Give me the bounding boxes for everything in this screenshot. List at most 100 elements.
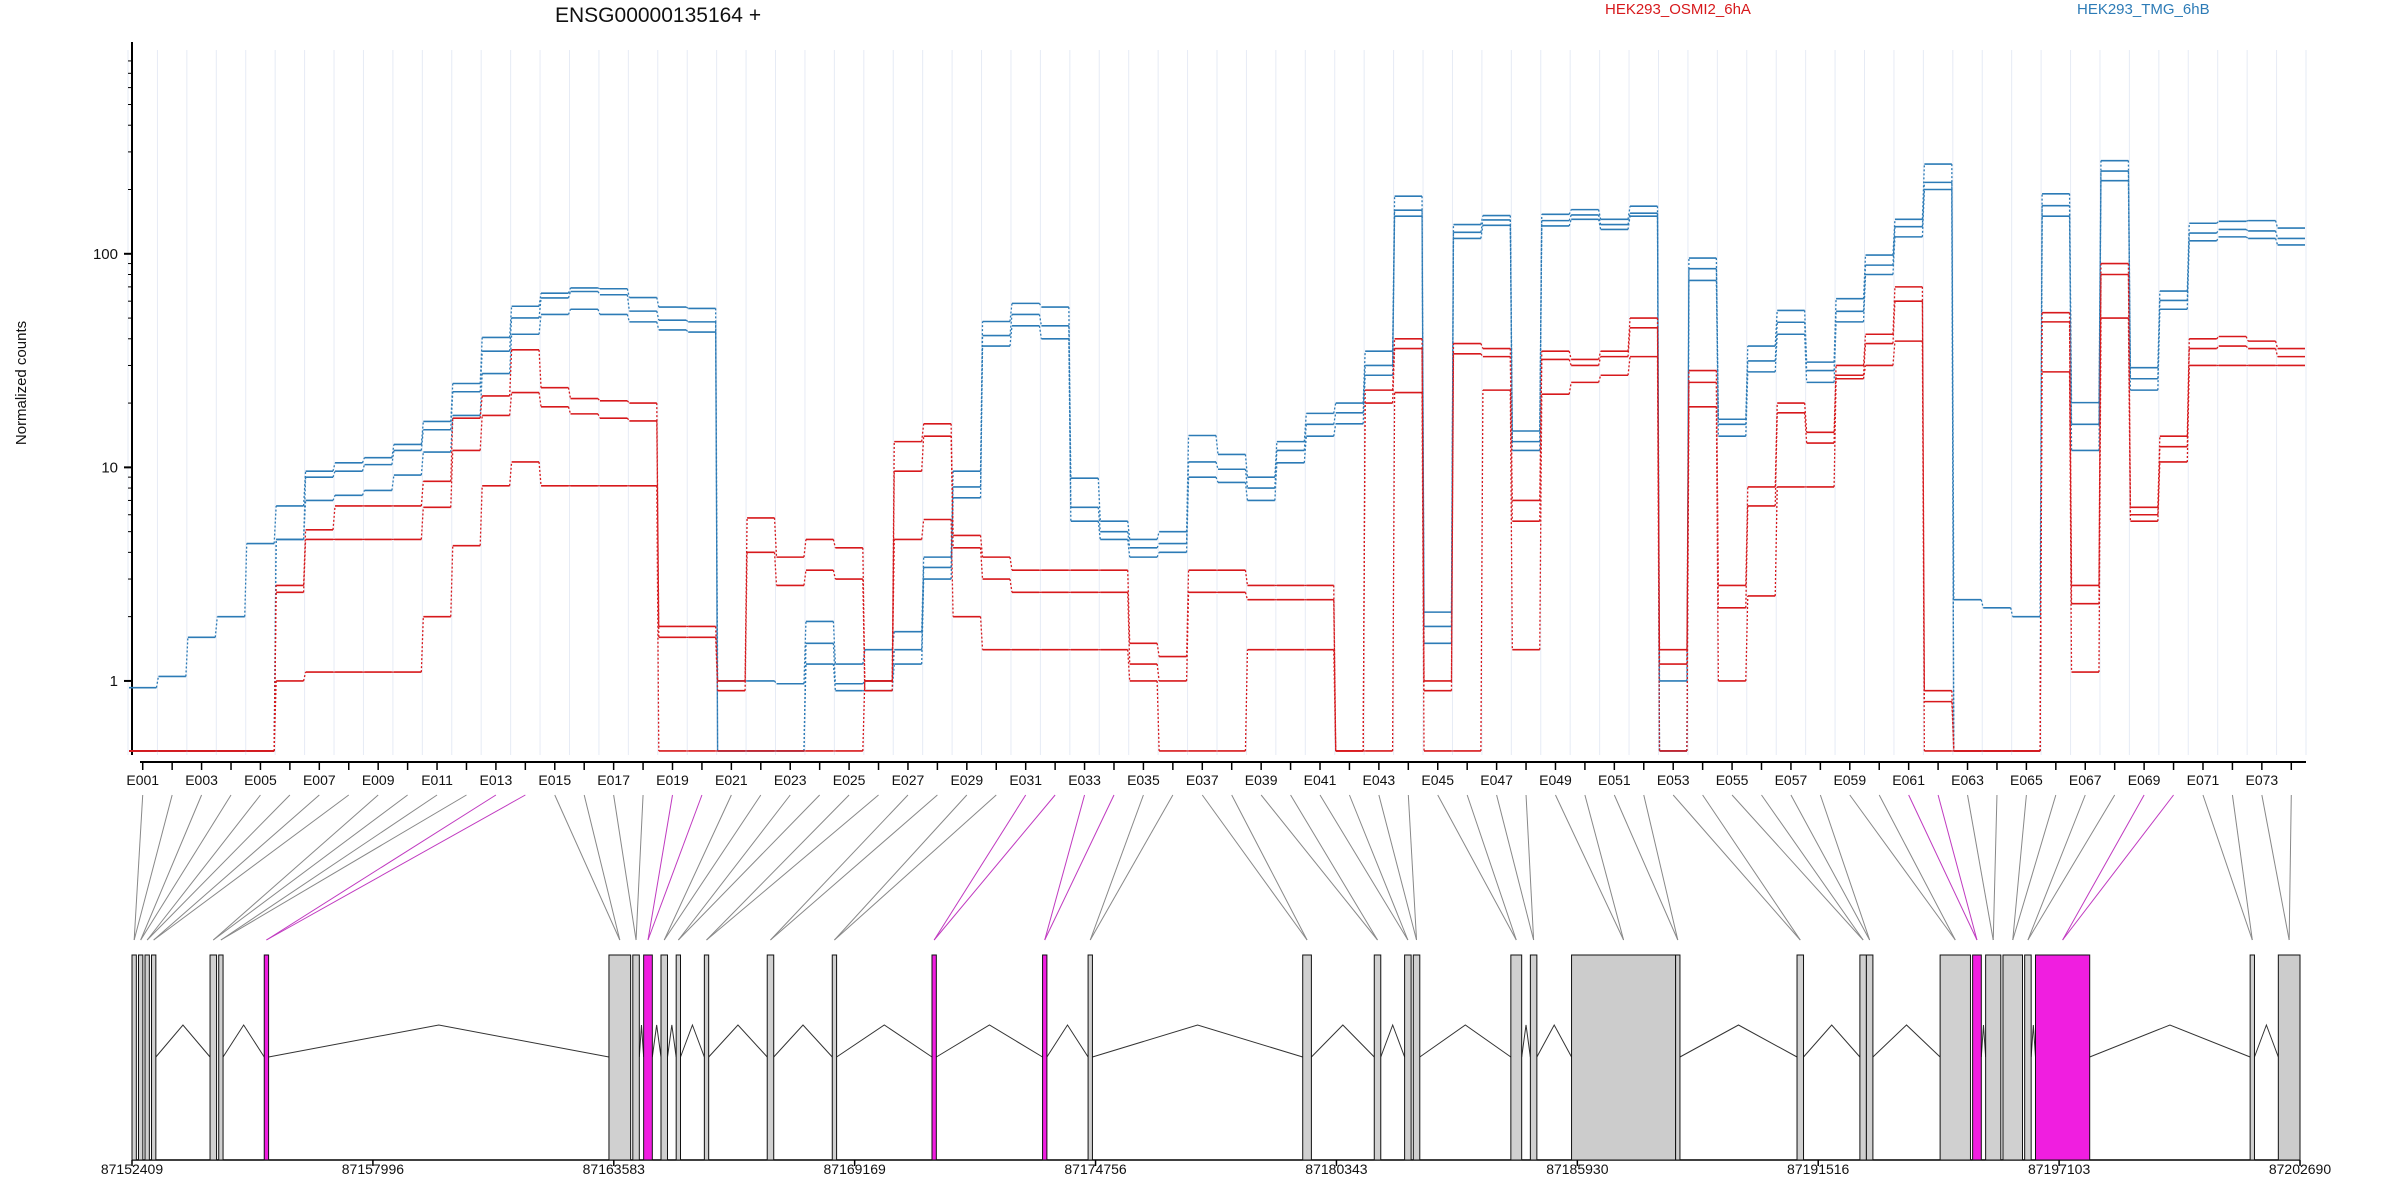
intron-line <box>680 1023 705 1058</box>
genomic-tick-label: 87152409 <box>101 1161 164 1177</box>
intron-line <box>1311 1024 1375 1058</box>
exon-connector <box>1437 794 1517 941</box>
series-jump <box>1892 341 1896 366</box>
intron-line <box>1980 1024 1987 1058</box>
exon-connector <box>1937 794 1978 941</box>
exon-box <box>1571 954 1677 1161</box>
x-tick-label: E035 <box>1127 772 1160 788</box>
series-lines <box>129 159 2305 752</box>
series-jump <box>862 680 866 685</box>
exon-connector <box>1496 794 1535 941</box>
x-tick-label: E069 <box>2128 772 2161 788</box>
series-jump <box>273 585 277 751</box>
x-tick-label: E055 <box>1716 772 1749 788</box>
exon-connector <box>583 794 621 941</box>
series-jump <box>1921 301 1926 702</box>
exon-connector <box>1466 794 1517 941</box>
series-jump <box>832 643 837 684</box>
intron-line <box>1679 1024 1798 1058</box>
series-jump <box>1745 360 1749 425</box>
series-jump <box>1568 214 1572 221</box>
exon-connector <box>1319 794 1409 941</box>
series-jump <box>450 418 454 482</box>
series-jump <box>1244 649 1249 751</box>
series-jump <box>479 485 483 546</box>
series-jump <box>361 490 366 496</box>
series-jump <box>2186 348 2190 447</box>
exon-connector <box>635 794 644 941</box>
exon-connector <box>834 794 968 941</box>
series-jump <box>2186 240 2190 310</box>
exon-box <box>931 954 937 1161</box>
series-jump <box>1127 570 1131 644</box>
exon-box <box>2249 954 2255 1161</box>
x-tick-label: E031 <box>1009 772 1042 788</box>
series-jump <box>302 671 307 682</box>
series-jump <box>538 392 542 407</box>
series-jump <box>921 423 925 442</box>
series-jump <box>1009 314 1013 336</box>
exon-connector <box>677 794 791 941</box>
exon-connector <box>1089 794 1174 941</box>
series-jump <box>950 519 954 617</box>
x-tick-label: E001 <box>126 772 159 788</box>
chart-title: ENSG00000135164 + <box>555 4 761 27</box>
series-jump <box>1450 238 1455 644</box>
series-jump <box>1686 370 1690 650</box>
x-tick-label: E007 <box>303 772 336 788</box>
series-jump <box>1333 585 1337 751</box>
intron-line <box>2254 1023 2279 1058</box>
series-jump <box>1097 521 1101 540</box>
series-jump <box>1333 599 1337 751</box>
intron-line <box>1380 1023 1406 1058</box>
series-jump <box>1127 539 1131 558</box>
legend-entry-tmg: HEK293_TMG_6hB <box>2077 1 2210 18</box>
exon-connector <box>140 794 203 941</box>
series-jump <box>1774 322 1778 361</box>
series-jump <box>626 314 630 323</box>
series-jump <box>2274 238 2279 246</box>
series-jump <box>567 309 572 315</box>
series-jump <box>1597 209 1602 220</box>
exon-box <box>138 954 144 1161</box>
series-jump <box>2039 321 2043 751</box>
series-jump <box>302 529 307 586</box>
x-tick-label: E013 <box>480 772 513 788</box>
exon-box <box>2035 954 2091 1161</box>
exon-box <box>703 954 710 1161</box>
series-jump <box>1215 435 1219 455</box>
series-jump <box>862 579 866 691</box>
series-jump <box>1185 592 1190 681</box>
series-jump <box>1156 543 1160 549</box>
series-jump <box>773 517 778 558</box>
exon-connector <box>2202 794 2253 941</box>
exon-box <box>1412 954 1421 1161</box>
series-jump <box>1509 219 1513 442</box>
series-jump <box>832 539 837 548</box>
series-jump <box>832 621 837 665</box>
series-jump <box>714 626 719 681</box>
series-jump <box>538 314 542 335</box>
series-jump <box>1804 403 1808 433</box>
gene-model: 87152409 87157996 87163583 87169169 87174756… <box>101 954 2331 1177</box>
series-jump <box>832 570 837 580</box>
series-jump <box>1803 334 1808 383</box>
intron-line <box>2089 1024 2251 1058</box>
series-jump <box>391 475 395 491</box>
series-jump <box>1892 301 1896 344</box>
series-jump <box>773 680 778 685</box>
series-jump <box>1509 390 1513 650</box>
intron-line <box>1521 1024 1531 1058</box>
series-jump <box>2098 274 2102 604</box>
exon-box <box>263 954 270 1161</box>
series-jump <box>1450 353 1455 691</box>
intron-line <box>1092 1024 1303 1058</box>
exon-connector <box>1761 794 1864 941</box>
series-jump <box>2039 193 2043 617</box>
exon-connector <box>212 794 379 941</box>
exon-box <box>1042 954 1048 1161</box>
intron-line <box>1803 1024 1861 1058</box>
exon-connector <box>2012 794 2057 941</box>
exon-connector <box>220 794 438 941</box>
series-jump <box>1009 325 1013 347</box>
